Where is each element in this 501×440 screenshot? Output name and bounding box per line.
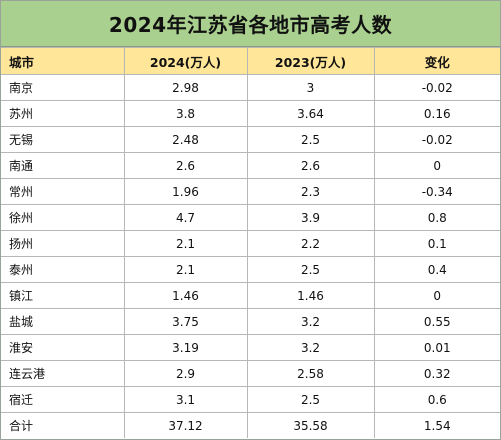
- city-cell[interactable]: 徐州: [1, 204, 125, 231]
- change-cell[interactable]: 0.1: [373, 230, 500, 257]
- city-cell[interactable]: 无锡: [1, 126, 125, 153]
- value-2024-cell[interactable]: 3.19: [123, 334, 248, 361]
- column-header-2024[interactable]: 2024(万人): [123, 47, 248, 75]
- change-cell[interactable]: 0: [373, 152, 500, 179]
- table-row: 常州 1.96 2.3 -0.34: [1, 178, 500, 205]
- value-2024-cell[interactable]: 2.6: [123, 152, 248, 179]
- table-row: 盐城 3.75 3.2 0.55: [1, 308, 500, 335]
- change-cell[interactable]: 0.8: [373, 204, 500, 231]
- change-cell[interactable]: 0.16: [373, 100, 500, 127]
- value-2024-cell[interactable]: 4.7: [123, 204, 248, 231]
- table-row: 南通 2.6 2.6 0: [1, 152, 500, 179]
- city-cell[interactable]: 泰州: [1, 256, 125, 283]
- city-cell[interactable]: 常州: [1, 178, 125, 205]
- value-2023-cell[interactable]: 3.9: [246, 204, 375, 231]
- value-2024-cell[interactable]: 3.8: [123, 100, 248, 127]
- city-cell[interactable]: 南京: [1, 74, 125, 101]
- table-row: 淮安 3.19 3.2 0.01: [1, 334, 500, 361]
- value-2023-cell[interactable]: 3.2: [246, 334, 375, 361]
- table-title: 2024年江苏省各地市高考人数: [1, 1, 500, 47]
- city-cell[interactable]: 苏州: [1, 100, 125, 127]
- table-row: 南京 2.98 3 -0.02: [1, 74, 500, 101]
- table-row: 镇江 1.46 1.46 0: [1, 282, 500, 309]
- value-2024-cell[interactable]: 2.98: [123, 74, 248, 101]
- change-cell[interactable]: 0.55: [373, 308, 500, 335]
- total-row: 合计 37.12 35.58 1.54: [1, 412, 500, 438]
- table-row: 泰州 2.1 2.5 0.4: [1, 256, 500, 283]
- column-header-change[interactable]: 变化: [373, 47, 500, 75]
- city-cell[interactable]: 扬州: [1, 230, 125, 257]
- value-2023-cell[interactable]: 2.3: [246, 178, 375, 205]
- change-cell[interactable]: -0.02: [373, 126, 500, 153]
- value-2023-cell[interactable]: 2.5: [246, 386, 375, 413]
- total-2023-cell[interactable]: 35.58: [246, 412, 375, 438]
- total-label-cell[interactable]: 合计: [1, 412, 125, 438]
- value-2023-cell[interactable]: 2.2: [246, 230, 375, 257]
- value-2023-cell[interactable]: 3: [246, 74, 375, 101]
- value-2024-cell[interactable]: 2.1: [123, 256, 248, 283]
- value-2024-cell[interactable]: 1.46: [123, 282, 248, 309]
- data-table: 城市 2024(万人) 2023(万人) 变化 南京 2.98 3 -0.02 …: [1, 47, 500, 438]
- value-2023-cell[interactable]: 1.46: [246, 282, 375, 309]
- total-2024-cell[interactable]: 37.12: [123, 412, 248, 438]
- change-cell[interactable]: 0.4: [373, 256, 500, 283]
- table-row: 徐州 4.7 3.9 0.8: [1, 204, 500, 231]
- table-row: 扬州 2.1 2.2 0.1: [1, 230, 500, 257]
- value-2023-cell[interactable]: 2.5: [246, 126, 375, 153]
- change-cell[interactable]: -0.02: [373, 74, 500, 101]
- value-2024-cell[interactable]: 2.9: [123, 360, 248, 387]
- table-row: 连云港 2.9 2.58 0.32: [1, 360, 500, 387]
- change-cell[interactable]: 0.01: [373, 334, 500, 361]
- value-2023-cell[interactable]: 3.2: [246, 308, 375, 335]
- value-2023-cell[interactable]: 2.5: [246, 256, 375, 283]
- column-header-city[interactable]: 城市: [1, 47, 125, 75]
- change-cell[interactable]: 0.6: [373, 386, 500, 413]
- value-2024-cell[interactable]: 3.1: [123, 386, 248, 413]
- table-row: 宿迁 3.1 2.5 0.6: [1, 386, 500, 413]
- change-cell[interactable]: 0.32: [373, 360, 500, 387]
- city-cell[interactable]: 宿迁: [1, 386, 125, 413]
- city-cell[interactable]: 盐城: [1, 308, 125, 335]
- value-2023-cell[interactable]: 3.64: [246, 100, 375, 127]
- city-cell[interactable]: 南通: [1, 152, 125, 179]
- value-2024-cell[interactable]: 3.75: [123, 308, 248, 335]
- city-cell[interactable]: 连云港: [1, 360, 125, 387]
- city-cell[interactable]: 淮安: [1, 334, 125, 361]
- table-row: 无锡 2.48 2.5 -0.02: [1, 126, 500, 153]
- value-2024-cell[interactable]: 1.96: [123, 178, 248, 205]
- city-cell[interactable]: 镇江: [1, 282, 125, 309]
- column-header-2023[interactable]: 2023(万人): [246, 47, 375, 75]
- total-change-cell[interactable]: 1.54: [373, 412, 500, 438]
- value-2024-cell[interactable]: 2.1: [123, 230, 248, 257]
- change-cell[interactable]: 0: [373, 282, 500, 309]
- value-2023-cell[interactable]: 2.6: [246, 152, 375, 179]
- table-row: 苏州 3.8 3.64 0.16: [1, 100, 500, 127]
- change-cell[interactable]: -0.34: [373, 178, 500, 205]
- header-row: 城市 2024(万人) 2023(万人) 变化: [1, 47, 500, 75]
- value-2023-cell[interactable]: 2.58: [246, 360, 375, 387]
- value-2024-cell[interactable]: 2.48: [123, 126, 248, 153]
